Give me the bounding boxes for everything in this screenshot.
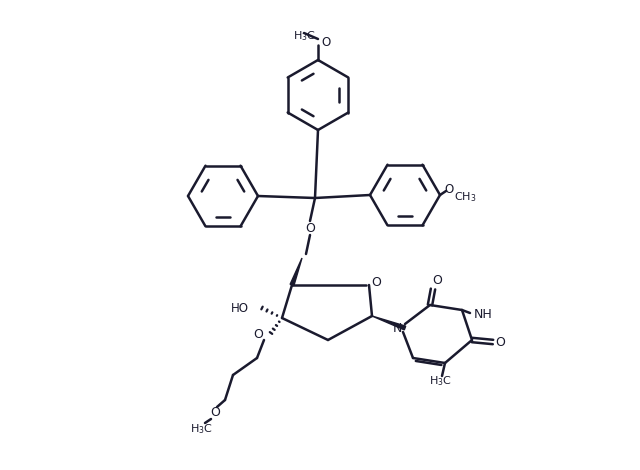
Text: O: O (210, 407, 220, 420)
Text: O: O (444, 182, 453, 196)
Text: O: O (321, 36, 331, 48)
Text: O: O (253, 329, 263, 342)
Text: O: O (432, 274, 442, 288)
Text: CH$_3$: CH$_3$ (454, 190, 477, 204)
Text: NH: NH (474, 308, 493, 321)
Text: O: O (371, 276, 381, 290)
Text: H$_3$C: H$_3$C (189, 422, 212, 436)
Text: H$_3$C: H$_3$C (293, 29, 316, 43)
Text: H$_3$C: H$_3$C (429, 374, 451, 388)
Polygon shape (290, 258, 302, 286)
Polygon shape (372, 316, 406, 330)
Text: HO: HO (231, 301, 249, 314)
Text: O: O (495, 336, 505, 348)
Text: O: O (305, 221, 315, 235)
Text: N: N (392, 321, 402, 335)
